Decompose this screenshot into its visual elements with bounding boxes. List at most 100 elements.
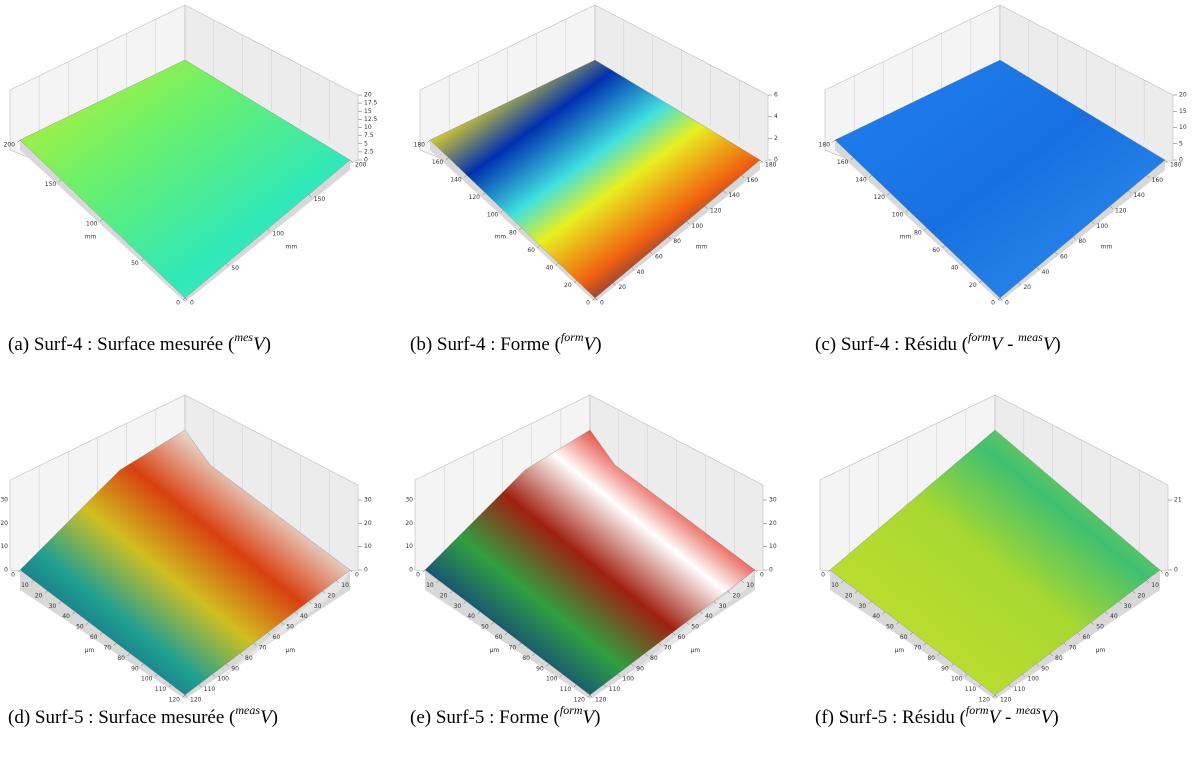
axis-tick [537, 245, 541, 249]
axis-tick [1118, 601, 1122, 604]
axis-tick [427, 139, 431, 143]
axis-tick [500, 210, 504, 213]
z-tick-label: 10 [0, 543, 8, 550]
axis-tick [253, 642, 257, 646]
z-tick-label: 12.5 [364, 116, 378, 123]
caption-part: (f) Surf-5 : Résidu ( [815, 707, 966, 728]
axis-tick [532, 653, 536, 657]
axis-tick [1128, 190, 1132, 194]
axis-tick-label: 100 [1028, 676, 1040, 683]
axis-tick [713, 601, 717, 604]
axis-tick [887, 192, 891, 196]
axis-tick [449, 590, 453, 594]
axis-tick-label: 100 [487, 212, 499, 219]
axis-tick [868, 174, 872, 178]
axis-tick-label: 10 [746, 582, 754, 589]
axis-tick [759, 159, 763, 163]
axis-tick [559, 673, 563, 677]
axis-tick-label: 80 [1078, 238, 1086, 245]
axis-tick-label: 70 [509, 644, 517, 651]
z-tick-label: 0 [769, 567, 773, 574]
caption-part: form [968, 330, 991, 344]
axis-tick-label: 50 [131, 260, 139, 267]
axis-tick-label: 10 [21, 582, 29, 589]
axis-tick [992, 694, 996, 698]
z-tick-label: 30 [405, 497, 413, 504]
axis-tick-label: 140 [1133, 192, 1145, 199]
axis-tick-label: 100 [141, 676, 153, 683]
axis-tick [308, 194, 312, 198]
axis-tick-label: 70 [1069, 644, 1077, 651]
axis-tick [281, 621, 284, 625]
axis-tick [649, 251, 653, 255]
axis-unit: µm [895, 647, 905, 654]
axis-tick [923, 227, 927, 231]
axis-tick [868, 601, 872, 604]
z-tick-label: 10 [769, 543, 777, 550]
axis-tick-label: 90 [1041, 665, 1049, 672]
axis-tick [226, 263, 229, 267]
axis-tick-label: 0 [190, 300, 194, 307]
axis-unit: µm [490, 647, 500, 654]
axis-tick [594, 297, 598, 301]
caption-part: ) [1054, 334, 1061, 355]
axis-tick-label: 120 [595, 697, 607, 704]
z-tick-label: 6 [774, 92, 778, 99]
axis-tick-label: 0 [11, 572, 15, 579]
axis-tick [198, 684, 202, 688]
axis-tick-label: 100 [273, 231, 285, 238]
z-tick-label: 2.5 [364, 148, 374, 155]
axis-tick-label: 30 [49, 603, 57, 610]
axis-tick [592, 297, 596, 301]
axis-tick-label: 140 [728, 192, 740, 199]
axis-tick [31, 580, 34, 584]
caption-part: - [1002, 334, 1019, 355]
caption-part: (e) Surf-5 : Forme ( [410, 707, 560, 728]
axis-tick-label: 30 [859, 603, 867, 610]
axis-unit: mm [1101, 244, 1113, 251]
axis-tick-label: 40 [467, 613, 475, 620]
caption-part: ) [1052, 707, 1059, 728]
axis-tick [754, 569, 758, 573]
caption-part: V [1040, 707, 1053, 728]
axis-tick [518, 227, 522, 231]
axis-tick [58, 179, 62, 183]
caption-part: ) [595, 334, 602, 355]
caption: (c) Surf-4 : Résidu (formV - measV) [815, 330, 1192, 357]
axis-tick-label: 90 [231, 665, 239, 672]
z-tick-label: 4 [774, 113, 778, 120]
axis-tick [631, 663, 634, 667]
caption: (d) Surf-5 : Surface mesurée (measV) [8, 704, 384, 730]
axis-tick-label: 120 [190, 697, 202, 704]
axis-tick-label: 0 [176, 300, 180, 307]
axis-tick-label: 140 [855, 177, 867, 184]
axis-tick [44, 590, 48, 594]
axis-tick [613, 282, 617, 286]
axis-tick-label: 100 [892, 212, 904, 219]
axis-tick-label: 80 [650, 655, 658, 662]
caption: (f) Surf-5 : Résidu (formV - measV) [815, 704, 1192, 730]
axis-tick [644, 653, 648, 657]
axis-tick [482, 192, 486, 196]
axis-tick-label: 110 [609, 686, 621, 693]
axis-unit: mm [495, 234, 507, 241]
axis-tick [294, 611, 298, 615]
axis-tick-label: 20 [440, 592, 448, 599]
caption-part: - [1000, 707, 1017, 728]
axis-tick [704, 205, 708, 209]
axis-tick-label: 30 [454, 603, 462, 610]
axis-tick-label: 110 [965, 686, 977, 693]
axis-tick-label: 100 [218, 676, 230, 683]
axis-tick [699, 611, 703, 615]
axis-tick-label: 0 [760, 572, 764, 579]
axis-tick [182, 297, 186, 301]
axis-tick-label: 40 [1110, 613, 1118, 620]
axis-tick [896, 621, 899, 625]
z-tick-label: 20 [769, 520, 777, 527]
axis-tick [239, 653, 243, 657]
axis-tick-label: 0 [355, 572, 359, 579]
axis-tick [336, 580, 339, 584]
axis-tick-label: 60 [527, 247, 535, 254]
surface-side [20, 140, 350, 302]
caption: (e) Surf-5 : Forme (formV) [410, 704, 790, 730]
